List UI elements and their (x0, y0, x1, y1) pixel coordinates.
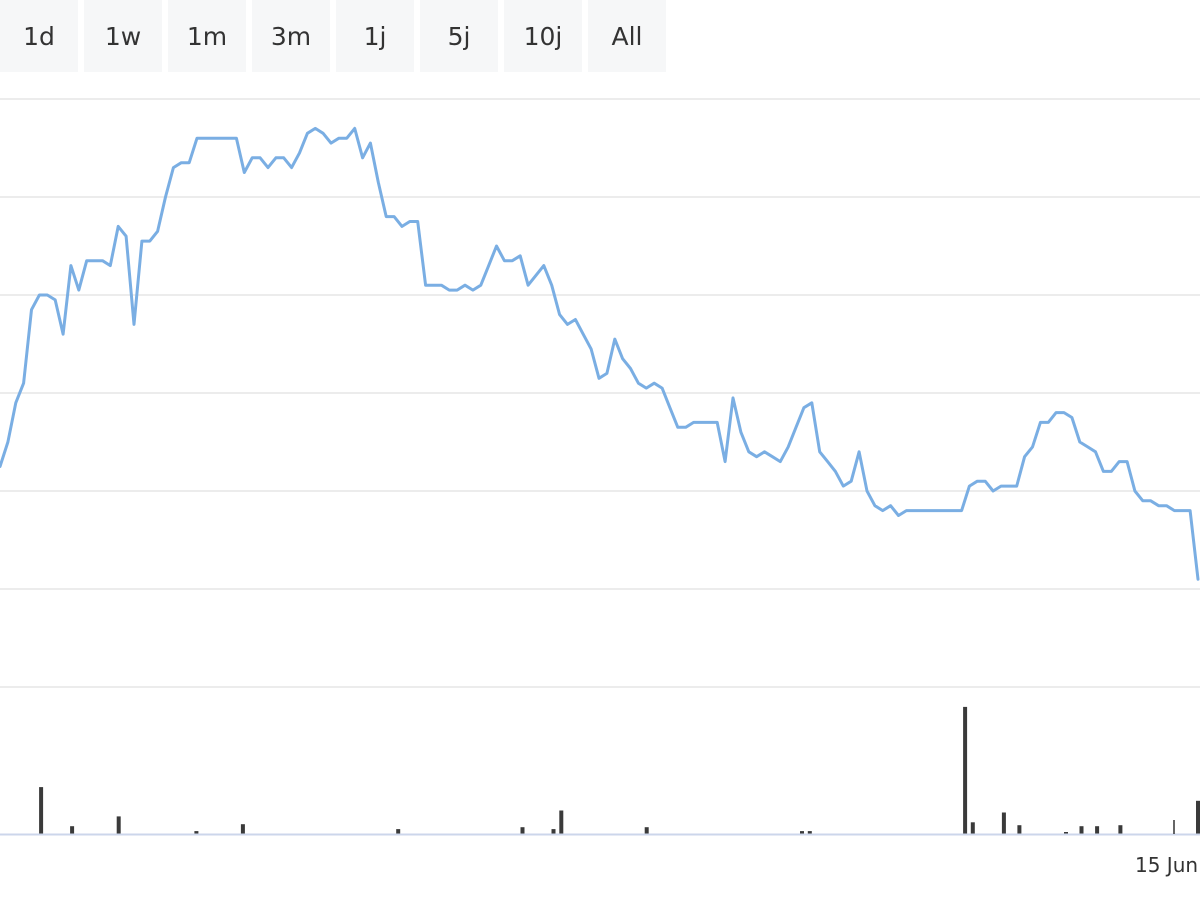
range-button-1m[interactable]: 1m (168, 0, 246, 72)
volume-bar[interactable] (970, 822, 975, 834)
range-button-1w[interactable]: 1w (84, 0, 162, 72)
volume-bar[interactable] (963, 706, 968, 834)
volume-bar[interactable] (800, 831, 804, 834)
volume-bar[interactable] (520, 827, 525, 834)
volume-bar[interactable] (39, 787, 44, 834)
volume-bar[interactable] (116, 816, 121, 834)
volume-bar[interactable] (551, 829, 556, 834)
volume-series (39, 706, 1200, 835)
volume-bar[interactable] (1001, 812, 1006, 835)
range-selector: 1d 1w 1m 3m 1j 5j 10j All (0, 0, 666, 72)
volume-bar[interactable] (807, 831, 812, 834)
volume-bar[interactable] (194, 831, 199, 834)
range-button-5j[interactable]: 5j (420, 0, 498, 72)
x-tick-label: 15 Jun (1135, 853, 1198, 877)
volume-bar[interactable] (1095, 826, 1100, 834)
range-button-all[interactable]: All (588, 0, 666, 72)
range-button-10j[interactable]: 10j (504, 0, 582, 72)
x-axis (0, 820, 1200, 836)
volume-bar[interactable] (559, 810, 564, 835)
range-button-1d[interactable]: 1d (0, 0, 78, 72)
volume-bar[interactable] (70, 826, 75, 834)
price-series-line[interactable] (0, 126, 1200, 581)
volume-bar[interactable] (396, 829, 401, 834)
range-button-1j[interactable]: 1j (336, 0, 414, 72)
volume-bar[interactable] (1118, 825, 1123, 834)
volume-bar[interactable] (240, 824, 245, 834)
volume-bar[interactable] (1017, 825, 1022, 834)
volume-bar[interactable] (1064, 832, 1068, 834)
volume-bar[interactable] (644, 827, 649, 834)
volume-bar[interactable] (1196, 800, 1200, 834)
volume-bar[interactable] (1079, 826, 1084, 834)
grid-lines (0, 98, 1200, 688)
range-button-3m[interactable]: 3m (252, 0, 330, 72)
